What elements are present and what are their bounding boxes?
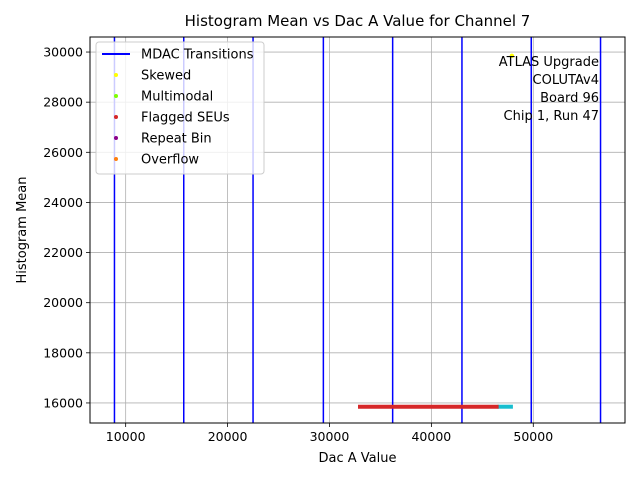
legend-label: Skewed [141, 69, 191, 84]
y-tick-label: 30000 [43, 45, 83, 60]
legend-label: Flagged SEUs [141, 111, 230, 126]
legend: MDAC Transitions Skewed Multimodal Flagged … [95, 41, 265, 175]
axis-ticks: 10000 20000 30000 40000 50000 16000 18000 20000… [43, 45, 553, 444]
annotation-line: ATLAS Upgrade [499, 55, 599, 70]
annotation-line: Chip 1, Run 47 [504, 109, 599, 124]
y-tick-label: 18000 [43, 345, 83, 360]
legend-marker-swatch [114, 115, 118, 119]
legend-box [95, 41, 265, 175]
y-tick-label: 24000 [43, 195, 83, 210]
legend-marker-swatch [114, 73, 118, 77]
x-tick-label: 50000 [513, 429, 553, 444]
legend-label: MDAC Transitions [141, 48, 254, 63]
legend-marker-swatch [114, 94, 118, 98]
data-series [358, 53, 515, 409]
y-tick-label: 26000 [43, 145, 83, 160]
annotation-box: ATLAS Upgrade COLUTAv4 Board 96 Chip 1, Run… [499, 55, 599, 124]
y-axis-title: Histogram Mean [15, 177, 30, 284]
annotation-line: COLUTAv4 [533, 73, 599, 88]
y-tick-label: 22000 [43, 245, 83, 260]
legend-label: Overflow [141, 153, 199, 168]
x-tick-label: 30000 [310, 429, 350, 444]
plot-frame [89, 36, 626, 424]
y-tick-label: 20000 [43, 295, 83, 310]
legend-label: Repeat Bin [141, 132, 212, 147]
legend-marker-swatch [114, 157, 118, 161]
y-tick-label: 28000 [43, 95, 83, 110]
x-axis-title: Dac A Value [319, 451, 397, 466]
x-tick-label: 40000 [411, 429, 451, 444]
y-tick-label: 16000 [43, 395, 83, 410]
annotation-line: Board 96 [540, 91, 599, 106]
x-tick-label: 10000 [106, 429, 146, 444]
legend-marker-swatch [114, 136, 118, 140]
x-tick-label: 20000 [208, 429, 248, 444]
chart-title: Histogram Mean vs Dac A Value for Channe… [185, 12, 531, 30]
data-point [509, 53, 515, 58]
legend-label: Multimodal [141, 90, 213, 105]
